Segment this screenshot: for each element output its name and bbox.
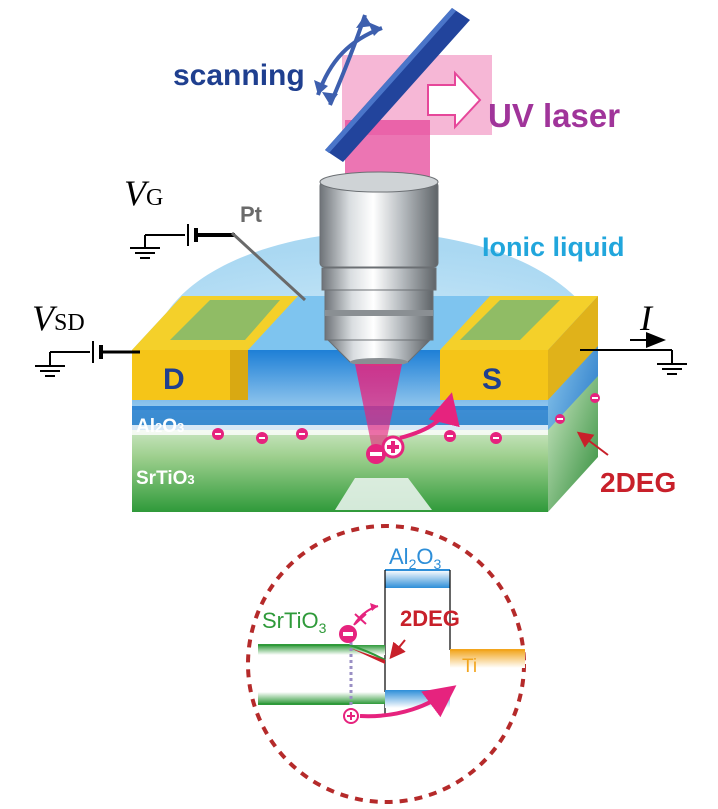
- gate-circuit: [130, 224, 235, 259]
- objective-lens: [319, 171, 439, 366]
- inset-al2o3-label: Al2O3: [389, 544, 441, 572]
- pt-wire: [230, 231, 307, 302]
- scanning-arrows-icon: [314, 14, 383, 106]
- drain-electrode: [132, 296, 298, 400]
- electron-markers: [212, 393, 600, 444]
- vsd-label: VSD: [32, 298, 85, 338]
- electron-icon: [212, 428, 224, 440]
- focused-beam: [355, 364, 402, 448]
- al2o3-label: Al2O3: [136, 416, 184, 437]
- uv-laser-label: UV laser: [488, 97, 620, 134]
- srtio3-label: SrTiO3: [136, 468, 195, 489]
- inset-srtio3-label: SrTiO3: [262, 608, 327, 636]
- vg-label: VG: [124, 173, 163, 213]
- ti-band: [450, 650, 525, 668]
- current-label: I: [639, 298, 654, 338]
- source-label: S: [482, 363, 502, 396]
- hole-transfer-arrow: [399, 392, 460, 440]
- electron-icon: [490, 432, 502, 444]
- laser-direction-arrow: [427, 70, 482, 130]
- inset-twodeg-label: 2DEG: [400, 606, 460, 631]
- al2o3-conduction-band: [385, 570, 450, 588]
- band-diagram: [258, 569, 525, 724]
- pt-label: Pt: [240, 202, 263, 227]
- twodeg-label: 2DEG: [600, 467, 676, 498]
- scanning-label: scanning: [173, 59, 305, 92]
- current-circuit: [580, 332, 687, 375]
- drain-label: D: [163, 363, 185, 396]
- electron-icon: [555, 414, 565, 424]
- srtio3-valence-band: [258, 692, 385, 704]
- srtio3-conduction-band: [258, 645, 385, 655]
- scanning-mirror: [325, 8, 470, 162]
- electron-icon: [296, 428, 308, 440]
- electron-icon: [444, 430, 456, 442]
- twodeg-well: [350, 648, 385, 664]
- inset-ti-label: Ti: [462, 656, 477, 677]
- source-electrode: [440, 296, 598, 400]
- electron-icon: [590, 393, 600, 403]
- twodeg-pointer-arrow: [576, 431, 609, 456]
- electron-hole-pair: [366, 435, 405, 464]
- electron-icon: [256, 432, 268, 444]
- ionic-liquid-label: Ionic liquid: [482, 232, 625, 262]
- sd-circuit: [35, 341, 140, 377]
